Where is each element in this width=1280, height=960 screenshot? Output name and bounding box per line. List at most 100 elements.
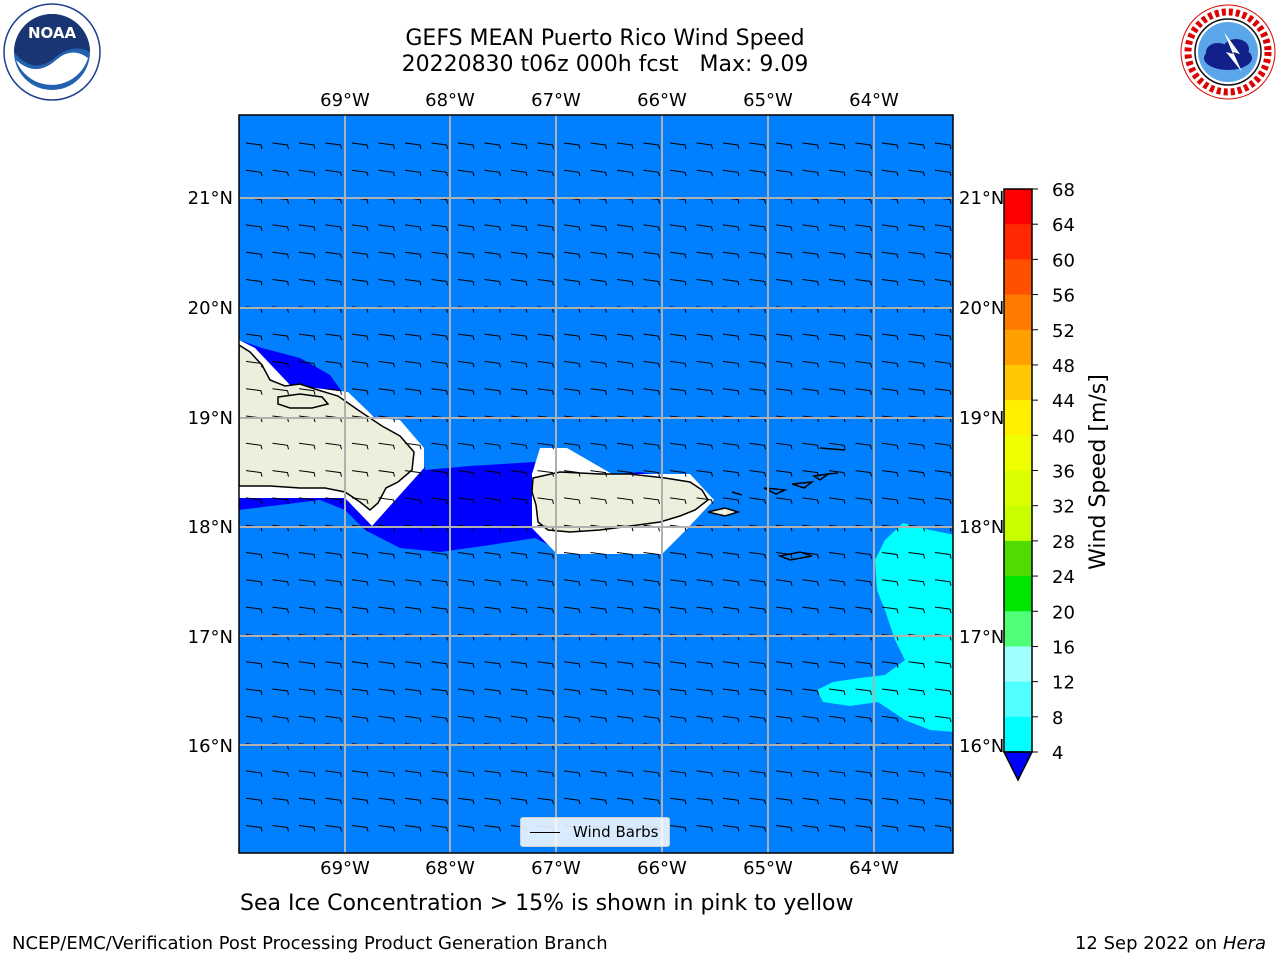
- wind-barb: [351, 388, 369, 395]
- wind-barb: [272, 606, 289, 614]
- wind-barb: [828, 251, 846, 259]
- wind-barb: [881, 388, 899, 395]
- wind-barb: [696, 224, 713, 232]
- wind-barb: [616, 497, 634, 505]
- map-frame: [238, 114, 954, 854]
- lat-label-right: 18°N: [959, 517, 1004, 538]
- wind-barb: [881, 442, 899, 450]
- wind-barb: [934, 442, 952, 450]
- wind-barb: [272, 360, 289, 368]
- wind-barb: [590, 552, 607, 559]
- wind-barb: [537, 770, 554, 778]
- wind-barb: [802, 360, 819, 368]
- wind-barb: [802, 224, 819, 232]
- wind-barb: [696, 360, 713, 368]
- wind-barb: [457, 825, 475, 832]
- wind-barb: [590, 770, 607, 778]
- wind-barb: [643, 770, 660, 778]
- lon-labels-top: 69°W 68°W 67°W 66°W 65°W 64°W: [320, 90, 899, 111]
- wind-barb: [457, 360, 475, 368]
- wind-barb: [828, 142, 846, 150]
- wind-barb: [669, 715, 687, 723]
- wind-barb: [828, 497, 846, 505]
- wind-barb: [669, 333, 687, 341]
- wind-barb: [722, 552, 740, 559]
- wind-barb: [378, 497, 395, 505]
- wind-barb: [908, 770, 925, 778]
- colorbar-tick-label: 28: [1052, 532, 1075, 553]
- wind-barb: [351, 579, 369, 586]
- wind-barb: [404, 251, 422, 259]
- wind-barb: [378, 797, 395, 805]
- wind-barb: [351, 224, 369, 232]
- wind-barb: [563, 224, 581, 232]
- wind-barb: [272, 333, 289, 341]
- wind-barb: [272, 552, 289, 559]
- wind-barb: [934, 470, 952, 477]
- wind-barb: [298, 797, 316, 805]
- wind-barb: [881, 552, 899, 559]
- wind-barb: [669, 770, 687, 778]
- wind-barb: [855, 579, 872, 586]
- wind-barb: [272, 715, 289, 723]
- wind-barb: [696, 579, 713, 586]
- wind-barb: [749, 224, 766, 232]
- wind-barb: [378, 442, 395, 450]
- colorbar-segment: [1004, 224, 1032, 260]
- wind-barb: [749, 688, 766, 696]
- wind-barb: [563, 251, 581, 259]
- wind-barb: [590, 388, 607, 395]
- wind-barb: [325, 579, 342, 586]
- wind-barb: [457, 797, 475, 805]
- wind-barb: [749, 552, 766, 559]
- wind-barb: [908, 797, 925, 805]
- wind-barb: [908, 715, 925, 723]
- wind-barb: [563, 606, 581, 614]
- wind-barb: [643, 579, 660, 586]
- wind-barb: [802, 497, 819, 505]
- wind-barb: [855, 497, 872, 505]
- wind-barb: [537, 142, 554, 150]
- wind-barb: [378, 552, 395, 559]
- legend-label: Wind Barbs: [573, 823, 659, 841]
- colorbar-segment: [1004, 646, 1032, 683]
- colorbar-segment: [1004, 540, 1032, 577]
- wind-barb: [245, 688, 263, 696]
- wind-barb: [457, 661, 475, 668]
- wind-barb: [404, 169, 422, 177]
- lat-label-right: 19°N: [959, 408, 1004, 429]
- wind-barb: [722, 825, 740, 832]
- lon-label-top: 65°W: [743, 90, 793, 111]
- colorbar-segment: [1004, 576, 1032, 612]
- colorbar-tick-label: 40: [1052, 426, 1075, 447]
- wind-barb: [457, 715, 475, 723]
- wind-barb: [696, 606, 713, 614]
- wind-barb: [404, 388, 422, 395]
- wind-barb: [563, 770, 581, 778]
- colorbar-segment: [1004, 681, 1032, 718]
- wind-barb: [855, 661, 872, 668]
- wind-barb: [669, 470, 687, 477]
- wind-barb: [457, 333, 475, 341]
- wind-barb: [775, 388, 793, 395]
- wind-barb: [325, 715, 342, 723]
- wind-barb: [828, 279, 846, 286]
- lat-label-left: 21°N: [188, 188, 233, 209]
- wind-barb: [669, 579, 687, 586]
- wind-barb: [881, 688, 899, 696]
- wind-barb: [722, 169, 740, 177]
- colorbar-segment: [1004, 505, 1032, 542]
- wind-barb: [696, 552, 713, 559]
- wind-barb: [404, 579, 422, 586]
- wind-barb: [828, 797, 846, 805]
- wind-barb: [272, 825, 289, 832]
- wind-barb: [696, 142, 713, 150]
- wind-barb: [855, 169, 872, 177]
- wind-barb: [325, 169, 342, 177]
- wind-barb: [351, 251, 369, 259]
- lon-label-bottom: 65°W: [743, 858, 793, 879]
- lat-label-right: 16°N: [959, 736, 1004, 757]
- wind-barb: [881, 360, 899, 368]
- wind-barb: [775, 169, 793, 177]
- wind-barb: [245, 552, 263, 559]
